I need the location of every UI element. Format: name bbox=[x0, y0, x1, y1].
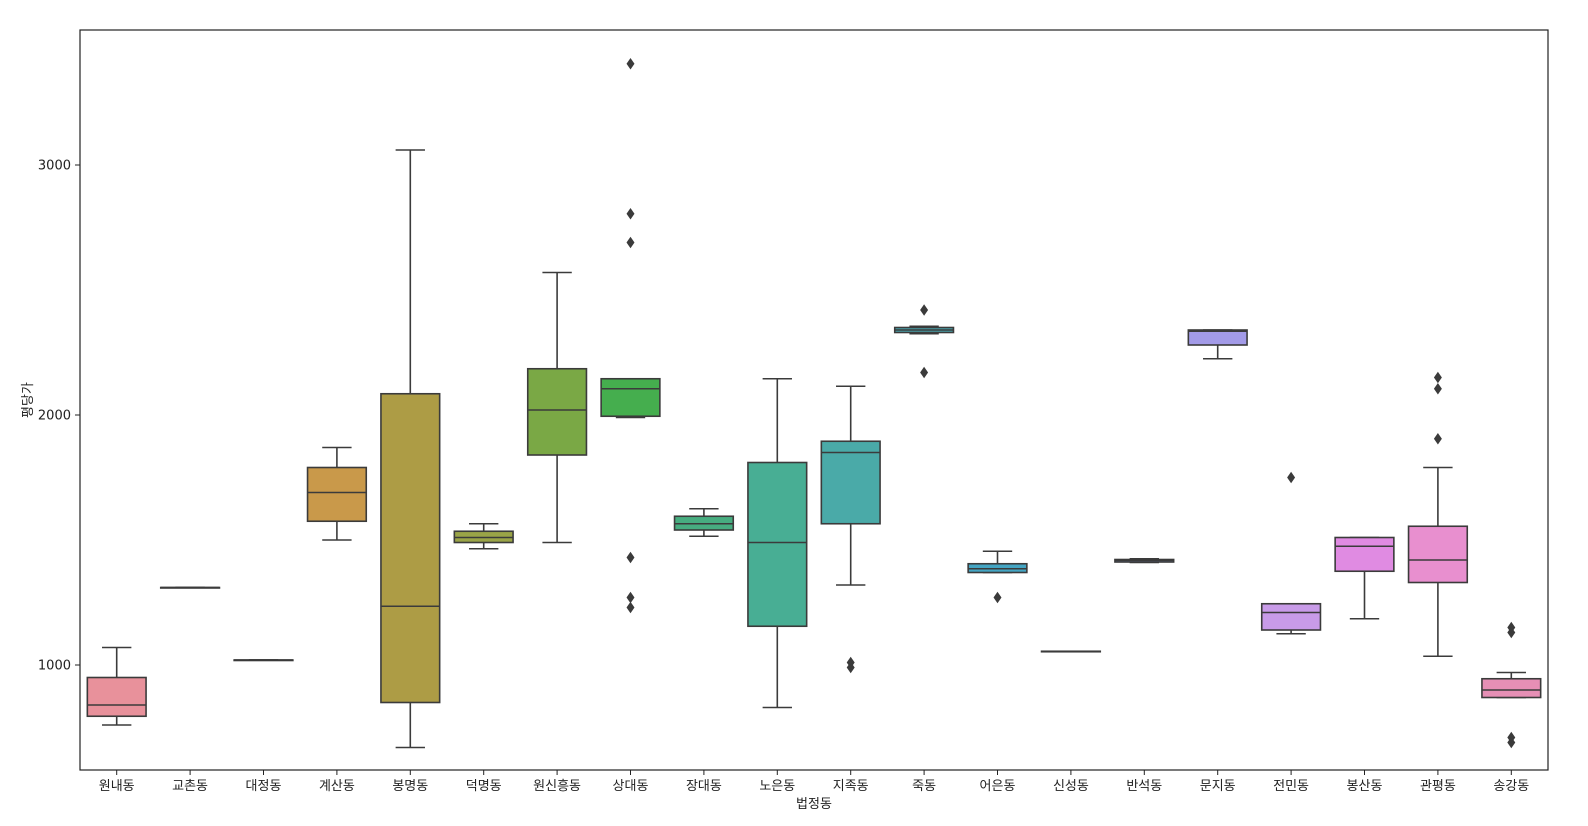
x-tick-label: 문지동 bbox=[1200, 779, 1236, 794]
outlier-point bbox=[1507, 621, 1516, 634]
x-tick-label: 전민동 bbox=[1273, 779, 1309, 794]
x-axis-ticks: 원내동 교촌동 대정동 계산동 봉명동 덕명동 원신흥동 상대동 장대동 노은동 지족동 죽동 어은동 신… bbox=[99, 770, 1529, 794]
x-tick-label: 봉산동 bbox=[1347, 779, 1383, 794]
box-8 bbox=[600, 58, 661, 614]
x-tick-label: 지족동 bbox=[833, 779, 869, 794]
outlier-point bbox=[626, 208, 635, 220]
box-5 bbox=[380, 149, 441, 749]
x-tick-label: 원내동 bbox=[99, 779, 135, 794]
box-4 bbox=[306, 446, 368, 541]
x-tick-label: 봉명동 bbox=[392, 779, 428, 794]
x-tick-label: 관평동 bbox=[1420, 779, 1456, 794]
box-10 bbox=[747, 377, 808, 709]
outlier-point bbox=[1433, 383, 1442, 395]
outlier-point bbox=[1433, 433, 1442, 445]
y-tick-label: 1000 bbox=[38, 659, 71, 674]
box-20 bbox=[1481, 621, 1542, 749]
box-iqr bbox=[1481, 677, 1542, 699]
outlier-point bbox=[626, 58, 635, 70]
box-15 bbox=[1114, 557, 1175, 564]
box-iqr bbox=[526, 367, 588, 456]
x-tick-label: 송강동 bbox=[1493, 779, 1529, 794]
box-19 bbox=[1407, 371, 1469, 658]
outlier-point bbox=[626, 591, 635, 604]
y-tick-label: 3000 bbox=[38, 159, 71, 174]
outlier-point bbox=[1507, 731, 1516, 744]
plot-area bbox=[79, 29, 1549, 771]
box-iqr bbox=[1187, 329, 1248, 346]
outlier-point bbox=[920, 366, 929, 379]
box-9 bbox=[673, 507, 735, 538]
box-7 bbox=[526, 271, 588, 544]
box-iqr bbox=[747, 461, 808, 628]
x-tick-label: 노은동 bbox=[759, 779, 795, 794]
box-17 bbox=[1260, 471, 1322, 635]
y-axis-label: 평당가 bbox=[21, 382, 36, 418]
y-tick-label: 2000 bbox=[38, 409, 71, 424]
y-axis-ticks: 1000 2000 3000 bbox=[38, 159, 80, 674]
outlier-point bbox=[1287, 471, 1296, 484]
x-tick-label: 반석동 bbox=[1126, 779, 1162, 794]
box-iqr bbox=[86, 676, 147, 718]
outlier-point bbox=[993, 591, 1002, 604]
box-12 bbox=[893, 304, 955, 379]
box-16 bbox=[1187, 329, 1248, 360]
box-13 bbox=[967, 550, 1028, 604]
x-tick-label: 상대동 bbox=[613, 779, 649, 794]
x-tick-label: 어은동 bbox=[980, 779, 1016, 794]
outlier-point bbox=[846, 656, 855, 669]
x-axis-label: 법정동 bbox=[796, 797, 832, 812]
outlier-point bbox=[626, 551, 635, 564]
outlier-point bbox=[920, 304, 929, 316]
x-tick-label: 죽동 bbox=[912, 779, 936, 794]
box-2 bbox=[159, 586, 221, 589]
outlier-point bbox=[626, 601, 635, 614]
outlier-point bbox=[626, 236, 635, 249]
x-tick-label: 대정동 bbox=[246, 779, 282, 794]
box-iqr bbox=[380, 392, 441, 704]
box-iqr bbox=[306, 466, 368, 523]
box-iqr bbox=[1407, 525, 1469, 584]
x-tick-label: 장대동 bbox=[686, 779, 722, 794]
box-iqr bbox=[1260, 602, 1322, 631]
box-11 bbox=[820, 385, 881, 674]
box-18 bbox=[1334, 536, 1395, 620]
box-iqr bbox=[600, 377, 661, 418]
box-1 bbox=[86, 646, 147, 726]
box-14 bbox=[1040, 650, 1102, 653]
box-series bbox=[86, 58, 1542, 749]
x-tick-label: 교촌동 bbox=[172, 779, 208, 794]
box-6 bbox=[453, 522, 514, 550]
box-iqr bbox=[820, 440, 881, 525]
x-tick-label: 원신흥동 bbox=[533, 779, 581, 794]
x-tick-label: 신성동 bbox=[1053, 779, 1089, 794]
box-iqr bbox=[1334, 536, 1395, 573]
x-tick-label: 덕명동 bbox=[466, 779, 502, 794]
x-tick-label: 계산동 bbox=[319, 779, 355, 794]
outlier-point bbox=[1433, 371, 1442, 384]
box-3 bbox=[233, 659, 294, 662]
